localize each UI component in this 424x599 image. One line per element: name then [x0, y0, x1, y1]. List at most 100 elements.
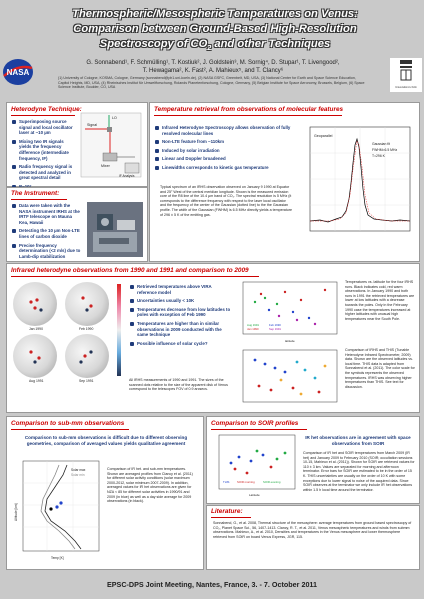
svg-text:SOIR evening: SOIR evening [263, 480, 281, 484]
title-line-1: Thermospheric/Mesospheric Temperatures o… [72, 8, 358, 20]
svg-text:Universität zu Köln: Universität zu Köln [395, 85, 417, 89]
retrieval-bullet: Induced by solar irradiation [155, 148, 294, 154]
venus-globe [65, 334, 109, 378]
title-line-3-sub: 2 [207, 45, 212, 53]
globe-grid: Jan 1990 Feb 1990 Aug 1991 Sep 1991 [11, 280, 115, 383]
heterodyne-panel: Heterodyne Technique: Superimposing sour… [6, 102, 148, 189]
submm-plot: Solar max Solar min Temp [K] Altitude [k… [14, 460, 100, 560]
svg-text:Altitude [km]: Altitude [km] [14, 503, 18, 521]
globe-label: Aug 1991 [29, 379, 44, 383]
svg-text:Sep 1991: Sep 1991 [269, 327, 281, 331]
infrared-caption: All IRHS measurements of 1990 and 1991. … [129, 378, 228, 392]
retrieval-caption: Typical spectrum of an IRHS observation … [160, 185, 292, 217]
heterodyne-bullet: Mixing two IR signals yields the frequen… [12, 139, 77, 161]
conference-footer: EPSC-DPS Joint Meeting, Nantes, France, … [106, 580, 318, 589]
instrument-bullet: Detecting the 10 µm Non-LTE lines of car… [12, 228, 80, 239]
submm-intro: Comparison to sub-mm observations is dif… [24, 435, 188, 446]
instrument-bullet: Data were taken with the NASA instrument… [12, 203, 80, 225]
svg-text:Mixer: Mixer [101, 164, 111, 168]
submm-panel: Comparison to sub-mm observations Compar… [6, 416, 204, 570]
poster-title: Thermospheric/Mesospheric Temperatures o… [40, 7, 390, 56]
instrument-panel: The Instrument: Data were taken with the… [6, 187, 148, 262]
svg-text:IF Analysis: IF Analysis [119, 174, 135, 178]
retrieval-bullets: Infrared Heterodyne Spectroscopy allows … [154, 125, 294, 174]
authors-line-1: G. Sonnabend¹, F. Schmülling¹, T. Kostiu… [86, 60, 340, 66]
soir-plot: THIS SOIR morning SOIR evening Latitude [218, 434, 296, 497]
svg-text:Temp [K]: Temp [K] [51, 556, 64, 560]
svg-text:Solar max: Solar max [71, 468, 86, 472]
globe-label: Sep 1991 [79, 379, 94, 383]
retrieval-divider [154, 115, 342, 116]
infrared-side-text-1: Temperatures vs. latitude for the four I… [345, 280, 415, 321]
latitude-localtime-plot [242, 349, 338, 403]
instrument-divider [11, 199, 67, 200]
retrieval-bullet: Non-LTE feature from ~110km [155, 139, 294, 145]
literature-divider [211, 517, 251, 518]
heterodyne-bullet: Superimposing source signal and local os… [12, 119, 77, 136]
svg-text:Gaussian fit: Gaussian fit [372, 142, 390, 146]
instrument-bullets: Data were taken with the NASA instrument… [11, 203, 81, 262]
heterodyne-bullet: R~10⁷ [12, 184, 77, 190]
university-logo: Universität zu Köln [390, 58, 422, 92]
svg-text:Signal: Signal [87, 123, 97, 127]
venus-globe [65, 282, 109, 326]
retrieval-bullet: Linewidths corresponds to kinetic gas te… [155, 165, 294, 171]
svg-text:NASA: NASA [7, 68, 30, 77]
svg-text:LO: LO [112, 116, 117, 120]
heterodyne-bullet: Radio frequency signal is detected and a… [12, 164, 77, 181]
venus-globe [13, 334, 57, 378]
soir-intro: IR het observations are in agreement wit… [305, 435, 411, 446]
heterodyne-bullets: Superimposing source signal and local os… [11, 119, 77, 193]
submm-divider [11, 429, 129, 430]
infrared-bullet: Retrieved temperatures above VIRA refere… [130, 284, 231, 295]
nasa-logo: NASA [3, 59, 33, 85]
svg-text:SOIR morning: SOIR morning [237, 480, 255, 484]
soir-caption: Comparison of IR het and SOIR temperatur… [303, 451, 415, 492]
retrieval-bullet: Infrared Heterodyne Spectroscopy allows … [155, 125, 294, 136]
soir-title: Comparison to SOIR profiles [211, 420, 299, 427]
heterodyne-diagram: Signal LO Mixer IF Analysis [80, 112, 142, 178]
authors: G. Sonnabend¹, F. Schmülling¹, T. Kostiu… [58, 59, 368, 75]
authors-line-2: T. Hewagama², K. Fast², A. Mahieux⁵, and… [142, 68, 284, 74]
color-scale [117, 284, 121, 376]
svg-text:latitude: latitude [285, 339, 295, 343]
svg-text:Latitude: Latitude [249, 493, 260, 497]
heterodyne-divider [11, 115, 75, 116]
svg-text:Feb 1990: Feb 1990 [269, 323, 281, 327]
svg-text:Solar min: Solar min [71, 473, 85, 477]
literature-panel: Literature: Sonnabend, G., et al. 2008, … [206, 505, 420, 570]
globe-label: Feb 1990 [79, 327, 94, 331]
soir-divider [211, 429, 307, 430]
submm-title: Comparison to sub-mm observations [11, 420, 125, 427]
retrieval-bullet: Linear and Doppler broadened [155, 156, 294, 162]
soir-panel: Comparison to SOIR profiles THIS SOIR mo… [206, 416, 420, 504]
infrared-bullet: Possible influence of solar cycle? [130, 341, 231, 347]
globe-label: Jan 1990 [29, 327, 43, 331]
affiliations: (1) University of Cologne, KOSMA, Cologn… [58, 76, 365, 90]
infrared-bullets: Retrieved temperatures above VIRA refere… [129, 284, 231, 349]
instrument-title: The Instrument: [11, 190, 60, 197]
temp-latitude-plot: Aug 1991 Jan 1990 Feb 1990 Sep 1991 lati… [242, 281, 338, 343]
literature-refs: Sonnabend, G., et al. 2008, Thermal stru… [213, 521, 412, 539]
infrared-bullet: Uncertainties usually < 10K [130, 298, 231, 304]
svg-text:Geoparallel: Geoparallel [314, 134, 333, 138]
venus-globe [13, 282, 57, 326]
svg-text:THIS: THIS [223, 480, 230, 484]
retrieval-title: Temperature retrieval from observations … [154, 106, 344, 113]
infrared-bullet: Temperatures are higher than in similar … [130, 321, 231, 338]
svg-text:FWHM=6.5 MHz: FWHM=6.5 MHz [372, 148, 397, 152]
infrared-title: Infrared heterodyne observations from 19… [11, 267, 249, 274]
instrument-photo [87, 202, 143, 257]
title-line-2: Comparison between Ground-Based High-Res… [73, 23, 357, 35]
title-line-3-a: Spectroscopy of CO [99, 38, 208, 50]
title-line-3-b: and other Techniques [211, 38, 331, 50]
infrared-panel: Infrared heterodyne observations from 19… [6, 263, 420, 413]
spectrum-plot: Geoparallel Gaussian fit FWHM=6.5 MHz T=… [309, 126, 411, 232]
retrieval-panel: Temperature retrieval from observations … [149, 102, 420, 262]
submm-caption: Comparison of IR het. and sub-mm tempera… [107, 467, 193, 504]
title-line-3: Spectroscopy of CO2 and other Techniques [40, 37, 390, 56]
literature-title: Literature: [211, 508, 243, 515]
svg-text:T=296 K: T=296 K [372, 154, 386, 158]
svg-text:Jan 1990: Jan 1990 [247, 327, 259, 331]
